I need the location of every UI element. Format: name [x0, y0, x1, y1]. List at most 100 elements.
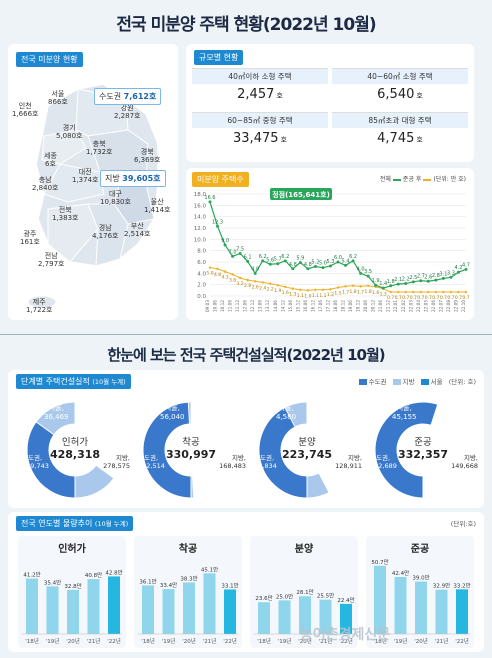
bar: [224, 589, 236, 634]
bar-category-label: '18년: [25, 637, 39, 645]
point-built: [457, 290, 460, 294]
x-tick-label: 16.06: [303, 300, 308, 312]
annual-group-1: 착공 36.1만 '18년 33.4만 '19년 38.3만 '20년 45.1만 '21년 33…: [134, 536, 242, 648]
map-panel: 전국 미분양 현황 인천 1,666호 서울 866호 강원 2,287호 경기 5,0…: [8, 44, 178, 320]
point-total: [351, 259, 355, 263]
data-label-total: 5.6: [266, 257, 274, 263]
bar: [183, 582, 195, 634]
x-tick-label: 22.03: [408, 300, 413, 312]
point-built: [449, 290, 453, 294]
data-label-total: 4.7: [462, 262, 470, 268]
point-total: [291, 267, 295, 271]
point-total: [268, 262, 272, 266]
bar-value-label: 35.4만: [44, 578, 61, 586]
donut-1: 착공 330,997 서울, 56,040 수도권, 162,514 지방, 168,483: [136, 400, 246, 500]
y-tick-label: 4.0: [197, 271, 206, 277]
donut-svg: [374, 401, 449, 499]
donut-name: 착공: [182, 437, 200, 448]
point-total: [426, 279, 430, 283]
point-total: [253, 271, 257, 275]
bar-value-label: 42.8만: [105, 568, 122, 576]
point-built: [389, 290, 392, 294]
scale-cell: 40~60㎡ 소형 주택 6,540 호: [332, 68, 468, 108]
data-label-built: 3.8: [229, 277, 236, 283]
point-built: [231, 273, 234, 276]
bar: [319, 599, 332, 634]
point-total: [246, 259, 250, 263]
point-total: [389, 284, 393, 288]
bar-chart: 41.2만 '18년 35.4만 '19년 32.8만 '20년 40.8만 '21년 42.8…: [22, 568, 123, 645]
point-total: [208, 200, 212, 204]
scale-panel: 규모별 현황 40㎡이하 소형 주택 2,457 호 40~60㎡ 소형 주택 6,5…: [186, 44, 474, 162]
annual-group-2: 분양 23.6만 '18년 25.0만 '19년 28.1만 '20년 25.5만 '21년 22…: [250, 536, 358, 648]
point-built: [397, 290, 400, 294]
x-tick-label: 14.12: [280, 300, 285, 312]
bar-value-label: 22.4만: [337, 596, 354, 604]
y-tick-label: 18.0: [194, 192, 207, 198]
data-label-built: 0.7: [387, 295, 394, 301]
annual-panel: 전국 연도별 물량추이 (10월 누계) (단위:호) 인허가 41.2만 '18년…: [8, 512, 484, 652]
bar-value-label: 25.0만: [276, 592, 293, 600]
data-label-built: 1.8: [349, 289, 356, 295]
point-total: [419, 279, 423, 283]
section-divider: [0, 334, 492, 335]
stage-panel: 단계별 주택건설실적 (10월 누계) 수도권 지방 서울 (단위: 호) 인허…: [8, 370, 484, 508]
bar-category-label: '20년: [182, 637, 196, 645]
y-tick-label: 0.0: [197, 294, 206, 300]
point-built: [434, 290, 438, 294]
point-built: [284, 285, 287, 289]
x-tick-label: 13.12: [265, 300, 270, 312]
x-tick-label: 22.10: [461, 300, 466, 312]
point-built: [419, 290, 423, 294]
data-label-built: 1.5: [334, 291, 341, 297]
bar-category-label: '20년: [66, 637, 80, 645]
x-tick-label: 09.03: [205, 300, 210, 312]
scale-cell: 40㎡이하 소형 주택 2,457 호: [192, 68, 328, 108]
point-built: [321, 288, 325, 291]
bar-value-label: 39.0만: [412, 574, 429, 582]
data-label-built: 4.8: [214, 272, 221, 278]
point-total: [238, 252, 242, 255]
point-built: [366, 284, 370, 287]
data-label-built: 1.3: [289, 292, 296, 298]
bar-category-label: '21년: [435, 637, 449, 645]
x-tick-label: 22.04: [416, 300, 421, 312]
point-total: [328, 264, 332, 268]
peak-annotation: 정점(165,641호): [270, 188, 332, 200]
map-pill: 전국 미분양 현황: [16, 52, 83, 67]
region-gwangju: 광주 161호: [20, 230, 40, 246]
data-label-total: 6.1: [244, 254, 252, 260]
bar-value-label: 45.1만: [201, 565, 218, 573]
region-daegu: 대구 10,830호: [100, 190, 131, 206]
region-gyeongnam: 경남 4,176호: [92, 224, 119, 240]
point-total: [231, 254, 235, 258]
x-tick-label: 20.06: [363, 300, 368, 312]
data-label-total: 3.3: [447, 270, 455, 276]
bar-value-label: 23.6만: [255, 594, 272, 602]
bar-value-label: 40.8만: [85, 571, 102, 579]
data-label-built: 1.7: [357, 289, 364, 295]
region-jeju: 제주 1,722호: [26, 298, 53, 314]
data-label-built: 0.7: [395, 295, 402, 301]
point-total: [381, 286, 385, 290]
bar-category-label: '21년: [203, 637, 217, 645]
region-seoul: 서울 866호: [48, 90, 68, 106]
bar: [394, 576, 407, 634]
data-label-total: 3.5: [364, 269, 372, 275]
donut-prov: 지방, 168,483: [219, 454, 246, 470]
point-total: [434, 278, 438, 282]
stage-pill: 단계별 주택건설실적 (10월 누계): [16, 374, 131, 389]
data-label-total: 6.2: [281, 254, 289, 260]
donut-metro: 수도권, 149,743: [22, 454, 49, 470]
y-tick-label: 8.0: [197, 249, 206, 255]
annual-unit: (단위:호): [450, 520, 476, 528]
donut-name: 분양: [298, 437, 316, 448]
point-built: [442, 290, 445, 294]
point-total: [336, 260, 340, 264]
donut-3: 준공 332,357 서울, 45,155 수도권, 182,689 지방, 149,668: [368, 400, 478, 500]
donut-total: 223,745: [281, 448, 333, 461]
x-tick-label: 12.06: [243, 300, 248, 312]
x-tick-label: 22.06: [431, 300, 436, 312]
data-label-total: 7.5: [236, 247, 244, 253]
